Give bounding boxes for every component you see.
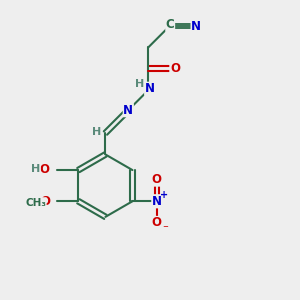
Text: N: N [152,195,162,208]
Text: H: H [135,79,144,89]
Text: H: H [92,127,102,136]
Text: C: C [166,18,175,32]
Text: O: O [170,62,180,75]
Text: CH₃: CH₃ [25,198,46,208]
Text: N: N [123,104,133,117]
Text: H: H [31,164,40,174]
Text: O: O [152,173,162,186]
Text: O: O [40,195,50,208]
Text: O: O [40,163,50,176]
Text: +: + [160,190,168,200]
Text: ⁻: ⁻ [162,224,168,234]
Text: O: O [152,217,162,230]
Text: N: N [145,82,155,95]
Text: N: N [191,20,201,33]
